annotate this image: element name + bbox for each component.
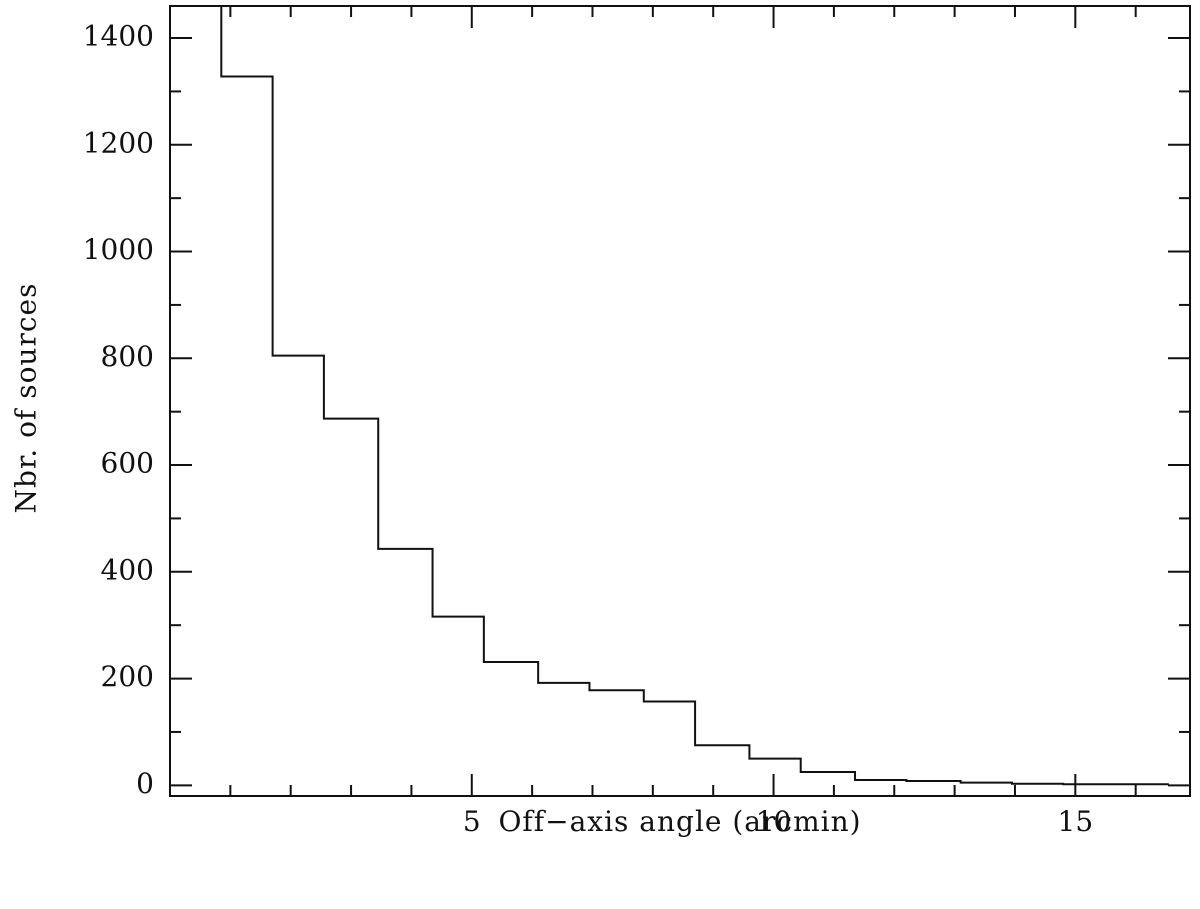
y-tick-label: 400 xyxy=(101,553,154,586)
y-axis-title: Nbr. of sources xyxy=(10,283,43,514)
histogram-bin xyxy=(749,759,800,796)
histogram-bin xyxy=(589,690,643,796)
histogram-bin xyxy=(695,745,749,796)
histogram-bin xyxy=(221,76,272,796)
histogram-bin xyxy=(644,702,695,796)
histogram-bin xyxy=(273,356,324,796)
histogram-bin xyxy=(433,617,484,796)
x-tick-label: 15 xyxy=(1058,805,1094,838)
histogram-bin xyxy=(961,783,1012,796)
x-tick-label: 5 xyxy=(463,805,481,838)
histogram-bin xyxy=(484,662,538,796)
histogram-bin xyxy=(324,419,378,796)
axis-tick-labels: 5 10 15 0 200 400 600 800 1000 1200 1400 xyxy=(83,20,1093,838)
histogram-bin xyxy=(378,549,432,796)
x-tick-label: 10 xyxy=(756,805,792,838)
plot-frame xyxy=(169,5,1191,797)
histogram-steps xyxy=(220,6,1169,786)
y-tick-label: 1000 xyxy=(83,233,154,266)
y-tick-label: 0 xyxy=(136,767,154,800)
histogram-bin xyxy=(801,772,855,796)
histogram-bin xyxy=(538,683,589,796)
y-tick-label: 800 xyxy=(101,340,154,373)
y-tick-label: 600 xyxy=(101,447,154,480)
histogram-bin xyxy=(1063,784,1117,796)
y-tick-label: 200 xyxy=(101,660,154,693)
y-tick-label: 1400 xyxy=(83,20,154,53)
y-tick-label: 1200 xyxy=(83,126,154,159)
histogram-bin xyxy=(1012,784,1063,796)
histogram-bin xyxy=(855,780,906,796)
x-axis-title: Off−axis angle (arcmin) xyxy=(498,805,861,838)
histogram-bin xyxy=(1118,784,1169,796)
histogram-bin xyxy=(906,781,960,796)
axis-ticks xyxy=(169,6,1190,796)
histogram-bins xyxy=(221,76,1169,796)
